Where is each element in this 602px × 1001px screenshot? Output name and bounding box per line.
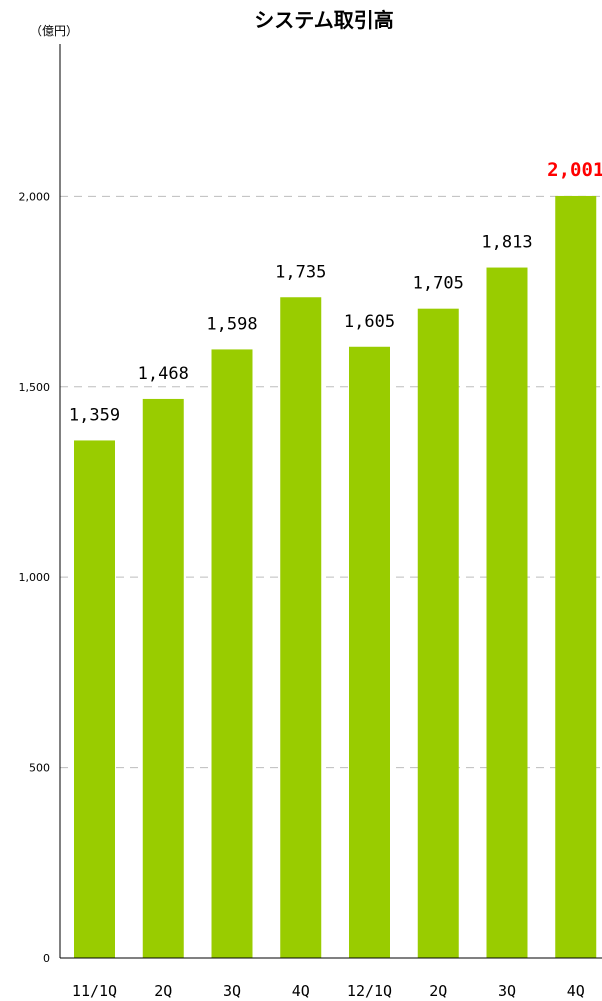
x-tick-label: 3Q bbox=[498, 982, 516, 1000]
data-label: 1,735 bbox=[275, 262, 326, 282]
x-tick-label: 12/1Q bbox=[347, 982, 392, 1000]
bar bbox=[74, 440, 115, 958]
x-tick-label: 2Q bbox=[429, 982, 447, 1000]
x-tick-label: 2Q bbox=[154, 982, 172, 1000]
y-tick-label: 500 bbox=[29, 762, 50, 775]
y-tick-label: 2,000 bbox=[19, 190, 51, 203]
data-labels: 1,359 1,468 1,598 1,735 1,605 1,705 1,813 2,001 bbox=[69, 159, 602, 425]
bar bbox=[211, 349, 253, 958]
y-tick-label: 1,500 bbox=[19, 381, 51, 394]
x-tick-label: 4Q bbox=[567, 982, 585, 1000]
x-tick-label: 4Q bbox=[292, 982, 310, 1000]
bar bbox=[280, 297, 322, 959]
y-tick-labels: 0 500 1,000 1,500 2,000 bbox=[19, 190, 51, 965]
bar bbox=[486, 267, 528, 958]
data-label: 1,813 bbox=[481, 233, 532, 253]
unit-label: （億円） bbox=[30, 24, 78, 38]
bars bbox=[74, 195, 597, 959]
x-tick-label: 11/1Q bbox=[72, 982, 117, 1000]
bar bbox=[142, 398, 184, 959]
bar bbox=[417, 308, 459, 958]
x-tick-labels: 11/1Q 2Q 3Q 4Q 12/1Q 2Q 3Q 4Q bbox=[72, 982, 585, 1000]
x-tick-label: 3Q bbox=[223, 982, 241, 1000]
bar bbox=[555, 195, 597, 958]
y-tick-label: 0 bbox=[43, 952, 50, 965]
chart-title: システム取引高 bbox=[254, 8, 393, 32]
bar bbox=[349, 346, 390, 958]
data-label: 2,001 bbox=[547, 159, 602, 181]
data-label: 1,468 bbox=[138, 364, 189, 384]
data-label: 1,705 bbox=[413, 274, 464, 294]
y-tick-label: 1,000 bbox=[19, 571, 51, 584]
data-label: 1,605 bbox=[344, 312, 395, 332]
data-label: 1,598 bbox=[206, 314, 257, 334]
data-label: 1,359 bbox=[69, 405, 120, 425]
